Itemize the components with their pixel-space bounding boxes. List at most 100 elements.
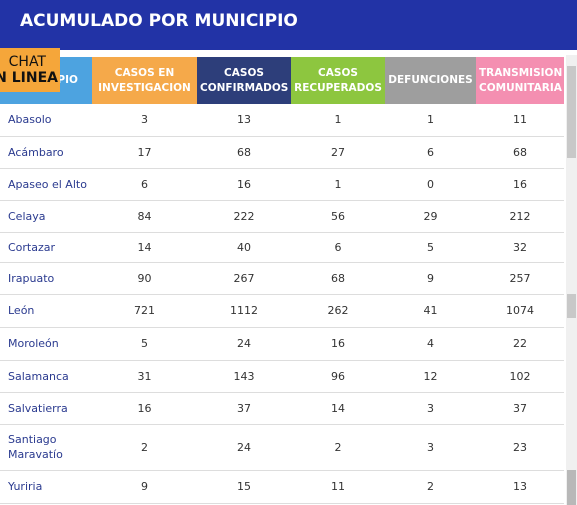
municipality-cell: León: [0, 294, 92, 328]
table-row: León 721 1112 262 41 1074: [0, 294, 564, 328]
count-cell: 31: [92, 360, 197, 393]
scroll-thumb[interactable]: [567, 470, 576, 505]
count-cell: 1: [291, 168, 385, 201]
count-cell: 262: [291, 294, 385, 328]
municipality-cell: Abasolo: [0, 104, 92, 137]
column-header: DEFUNCIONES: [385, 57, 476, 104]
table-row: Acámbaro 17 68 27 6 68: [0, 136, 564, 169]
chat-badge[interactable]: CHAT EN LINEA: [0, 48, 60, 92]
count-cell: 27: [291, 136, 385, 169]
municipality-cell: Salvatierra: [0, 392, 92, 425]
count-cell: 22: [476, 327, 564, 361]
count-cell: 2: [291, 424, 385, 471]
count-cell: 2: [385, 470, 476, 504]
count-cell: 4: [385, 327, 476, 361]
table-row: Salvatierra 16 37 14 3 37: [0, 392, 564, 425]
municipality-cell: Apaseo el Alto: [0, 168, 92, 201]
count-cell: 96: [291, 360, 385, 393]
municipality-cell: Acámbaro: [0, 136, 92, 169]
table-row: Salamanca 31 143 96 12 102: [0, 360, 564, 393]
count-cell: 267: [197, 262, 291, 295]
count-cell: 23: [476, 424, 564, 471]
count-cell: 90: [92, 262, 197, 295]
count-cell: 56: [291, 200, 385, 233]
column-header: CASOS RECUPERADOS: [291, 57, 385, 104]
count-cell: 257: [476, 262, 564, 295]
municipality-cell: Salamanca: [0, 360, 92, 393]
count-cell: 11: [476, 104, 564, 137]
scrollbar[interactable]: [566, 55, 577, 505]
count-cell: 721: [92, 294, 197, 328]
count-cell: 222: [197, 200, 291, 233]
count-cell: 14: [291, 392, 385, 425]
count-cell: 14: [92, 232, 197, 263]
count-cell: 1074: [476, 294, 564, 328]
count-cell: 37: [197, 392, 291, 425]
municipality-cell: Yuriria: [0, 470, 92, 504]
table-row: Moroleón 5 24 16 4 22: [0, 327, 564, 361]
count-cell: 5: [92, 327, 197, 361]
count-cell: 68: [197, 136, 291, 169]
count-cell: 24: [197, 327, 291, 361]
table-row: Abasolo 3 13 1 1 11: [0, 104, 564, 137]
count-cell: 40: [197, 232, 291, 263]
count-cell: 102: [476, 360, 564, 393]
count-cell: 212: [476, 200, 564, 233]
count-cell: 13: [476, 470, 564, 504]
column-header: CASOS CONFIRMADOS: [197, 57, 291, 104]
count-cell: 17: [92, 136, 197, 169]
chat-line[interactable]: EN LINEA: [0, 70, 58, 86]
scroll-thumb[interactable]: [567, 294, 576, 318]
count-cell: 9: [92, 470, 197, 504]
count-cell: 68: [476, 136, 564, 169]
count-cell: 143: [197, 360, 291, 393]
count-cell: 12: [385, 360, 476, 393]
municipality-cell: Irapuato: [0, 262, 92, 295]
count-cell: 41: [385, 294, 476, 328]
municipality-cell: Santiago Maravatío: [0, 424, 92, 471]
municipality-cell: Moroleón: [0, 327, 92, 361]
count-cell: 68: [291, 262, 385, 295]
count-cell: 5: [385, 232, 476, 263]
table-row: Celaya 84 222 56 29 212: [0, 200, 564, 233]
table-row: Yuriria 9 15 11 2 13: [0, 470, 564, 504]
header-title: ACUMULADO POR MUNICIPIO: [20, 11, 298, 31]
count-cell: 1: [291, 104, 385, 137]
count-cell: 6: [291, 232, 385, 263]
count-cell: 11: [291, 470, 385, 504]
table-row: Apaseo el Alto 6 16 1 0 16: [0, 168, 564, 201]
municipality-cell: Cortazar: [0, 232, 92, 263]
count-cell: 0: [385, 168, 476, 201]
count-cell: 3: [385, 424, 476, 471]
table-row: Santiago Maravatío 2 24 2 3 23: [0, 424, 564, 471]
count-cell: 13: [197, 104, 291, 137]
count-cell: 32: [476, 232, 564, 263]
scroll-thumb[interactable]: [567, 66, 576, 158]
column-header: CASOS EN INVESTIGACION: [92, 57, 197, 104]
count-cell: 6: [385, 136, 476, 169]
count-cell: 6: [92, 168, 197, 201]
count-cell: 3: [92, 104, 197, 137]
header-bar: ACUMULADO POR MUNICIPIO: [0, 0, 577, 50]
column-header: TRANSMISION COMUNITARIA: [476, 57, 564, 104]
count-cell: 84: [92, 200, 197, 233]
chat-line[interactable]: CHAT: [8, 54, 46, 70]
count-cell: 15: [197, 470, 291, 504]
count-cell: 16: [92, 392, 197, 425]
count-cell: 24: [197, 424, 291, 471]
count-cell: 29: [385, 200, 476, 233]
count-cell: 16: [476, 168, 564, 201]
count-cell: 9: [385, 262, 476, 295]
count-cell: 16: [291, 327, 385, 361]
municipality-cell: Celaya: [0, 200, 92, 233]
count-cell: 16: [197, 168, 291, 201]
count-cell: 3: [385, 392, 476, 425]
count-cell: 37: [476, 392, 564, 425]
count-cell: 1: [385, 104, 476, 137]
count-cell: 1112: [197, 294, 291, 328]
table-row: Irapuato 90 267 68 9 257: [0, 262, 564, 295]
count-cell: 2: [92, 424, 197, 471]
